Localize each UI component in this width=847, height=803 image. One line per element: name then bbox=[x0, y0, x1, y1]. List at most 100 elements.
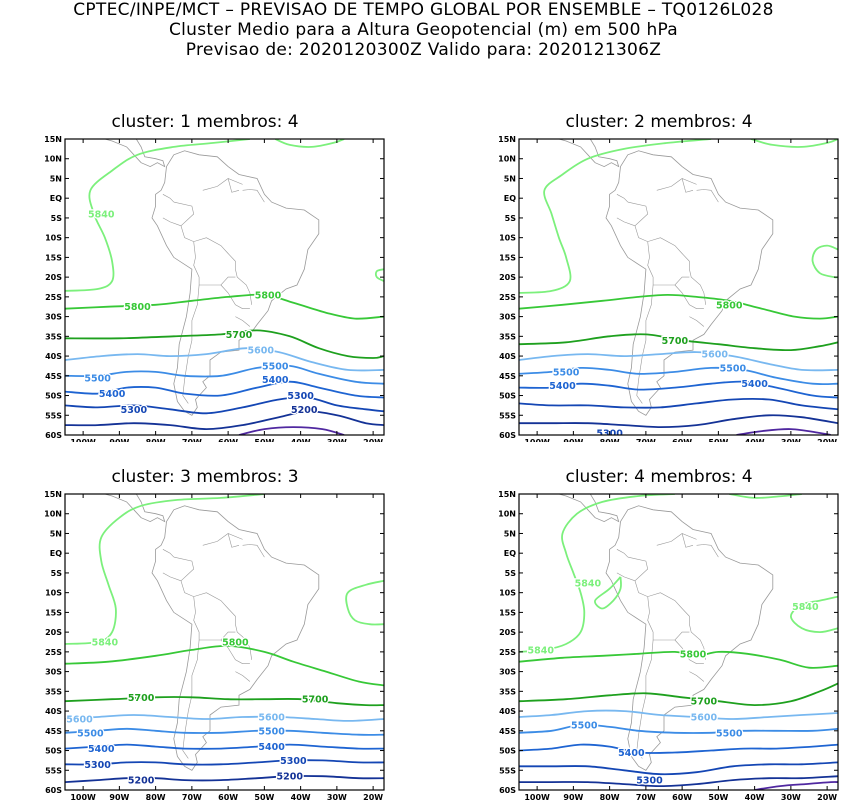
contour-label: 5840 bbox=[88, 209, 115, 220]
country-border bbox=[202, 533, 243, 546]
lat-tick-label: 15N bbox=[498, 135, 516, 144]
lat-tick-label: 60S bbox=[499, 431, 516, 440]
country-border bbox=[193, 241, 236, 286]
lat-tick-label: 45S bbox=[45, 727, 62, 736]
lon-tick-label: 100W bbox=[524, 438, 550, 442]
coastline-africa bbox=[837, 496, 838, 528]
lat-tick-label: 50S bbox=[45, 392, 62, 401]
lat-tick-label: 5S bbox=[51, 214, 63, 223]
contour-line-5600 bbox=[519, 351, 838, 372]
panel-title: cluster: 3 membros: 3 bbox=[111, 467, 299, 487]
lat-tick-label: 15N bbox=[44, 490, 62, 499]
lon-tick-label: 60W bbox=[218, 438, 238, 442]
coastline-south-america bbox=[605, 505, 774, 771]
lat-tick-label: 30S bbox=[499, 313, 516, 322]
country-border bbox=[636, 639, 654, 759]
lat-tick-label: 55S bbox=[499, 411, 516, 420]
country-border bbox=[681, 178, 694, 193]
contour-line-5840 bbox=[374, 268, 384, 282]
map-frame bbox=[64, 493, 385, 791]
contour-label: 5500 bbox=[553, 367, 580, 378]
country-border bbox=[616, 572, 636, 582]
contour-label: 5400 bbox=[88, 744, 115, 755]
contour-label: 5400 bbox=[258, 742, 285, 753]
contour-label: 5500 bbox=[258, 726, 285, 737]
country-border bbox=[162, 572, 182, 582]
lat-tick-label: 35S bbox=[499, 332, 516, 341]
lat-tick-label: 10N bbox=[44, 510, 62, 519]
country-border bbox=[696, 544, 719, 558]
lon-tick-label: 70W bbox=[636, 793, 656, 802]
contour-line-5300 bbox=[65, 396, 384, 415]
lat-tick-label: 50S bbox=[499, 747, 516, 756]
contour-label: 5500 bbox=[77, 728, 104, 739]
country-border bbox=[162, 194, 175, 203]
contour-line-5500 bbox=[519, 366, 838, 386]
contour-line-5300 bbox=[519, 397, 838, 411]
panel-title: cluster: 1 membros: 4 bbox=[111, 112, 299, 132]
lon-tick-label: 90W bbox=[563, 793, 583, 802]
map-frame bbox=[64, 138, 385, 436]
lat-tick-label: 5N bbox=[504, 529, 516, 538]
coastline-central-america bbox=[103, 139, 166, 168]
country-border bbox=[162, 217, 182, 227]
panel-title: cluster: 2 membros: 4 bbox=[565, 112, 753, 132]
lon-tick-label: 40W bbox=[291, 793, 311, 802]
contour-label: 5200 bbox=[128, 776, 155, 787]
lat-tick-label: 35S bbox=[499, 687, 516, 696]
lat-tick-label: 5N bbox=[50, 529, 62, 538]
contour-line-5700 bbox=[519, 333, 838, 352]
header-line-1: CPTEC/INPE/MCT – PREVISAO DE TEMPO GLOBA… bbox=[73, 0, 774, 20]
header-line-2: Cluster Medio para a Altura Geopotencial… bbox=[168, 20, 679, 40]
contour-line-5200 bbox=[519, 775, 838, 788]
contour-label: 5840 bbox=[92, 638, 119, 649]
contour-label: 5700 bbox=[128, 693, 155, 704]
contour-line-5700 bbox=[519, 682, 838, 707]
lon-tick-label: 70W bbox=[182, 438, 202, 442]
contour-label: 5300 bbox=[121, 405, 148, 416]
lat-tick-label: 5N bbox=[50, 174, 62, 183]
contour-line-5300 bbox=[65, 759, 384, 766]
lat-tick-label: EQ bbox=[504, 549, 516, 558]
lat-tick-label: 25S bbox=[499, 293, 516, 302]
lon-tick-label: 20W bbox=[363, 793, 383, 802]
lat-tick-label: 20S bbox=[499, 628, 516, 637]
lat-tick-label: 10S bbox=[45, 234, 62, 243]
contour-label: 5600 bbox=[702, 350, 729, 361]
lon-tick-label: 60W bbox=[218, 793, 238, 802]
contour-label: 5500 bbox=[84, 373, 111, 384]
contour-line-5200 bbox=[65, 410, 384, 431]
lon-tick-label: 90W bbox=[563, 438, 583, 442]
contour-line-5600 bbox=[519, 709, 838, 720]
contour-line-5100 bbox=[238, 426, 345, 435]
lat-tick-label: 10S bbox=[45, 589, 62, 598]
lat-tick-label: 15N bbox=[44, 135, 62, 144]
country-border bbox=[182, 284, 200, 404]
country-border bbox=[636, 284, 654, 404]
coastline-south-america bbox=[605, 150, 774, 416]
lat-tick-label: 15S bbox=[499, 253, 516, 262]
contour-line-5840 bbox=[750, 139, 838, 148]
contour-label: 5500 bbox=[716, 728, 743, 739]
lat-tick-label: 10N bbox=[498, 510, 516, 519]
lat-tick-label: 10S bbox=[499, 234, 516, 243]
lat-tick-label: 15S bbox=[45, 253, 62, 262]
contour-label: 5700 bbox=[662, 336, 689, 347]
contour-line-5840 bbox=[519, 494, 675, 653]
contour-line-5100 bbox=[754, 781, 838, 790]
lat-tick-label: 20S bbox=[45, 273, 62, 282]
country-border bbox=[616, 217, 636, 227]
map-plot: 5840 5840 5800 5700 5700 5600 5600 5500 5500 5400… bbox=[44, 490, 385, 802]
contour-label: 5800 bbox=[255, 290, 282, 301]
country-border bbox=[173, 556, 252, 660]
country-border bbox=[674, 639, 704, 664]
lat-tick-label: 5S bbox=[505, 569, 517, 578]
contour-label: 5700 bbox=[226, 330, 253, 341]
lat-tick-label: 60S bbox=[45, 431, 62, 440]
contour-line-5100 bbox=[736, 428, 831, 435]
map-content: 5840 5800 5800 5700 5600 5500 5500 5400 5400 5300… bbox=[65, 139, 384, 435]
lat-tick-label: 60S bbox=[499, 786, 516, 795]
contour-label: 5300 bbox=[287, 391, 314, 402]
lon-tick-label: 30W bbox=[327, 438, 347, 442]
